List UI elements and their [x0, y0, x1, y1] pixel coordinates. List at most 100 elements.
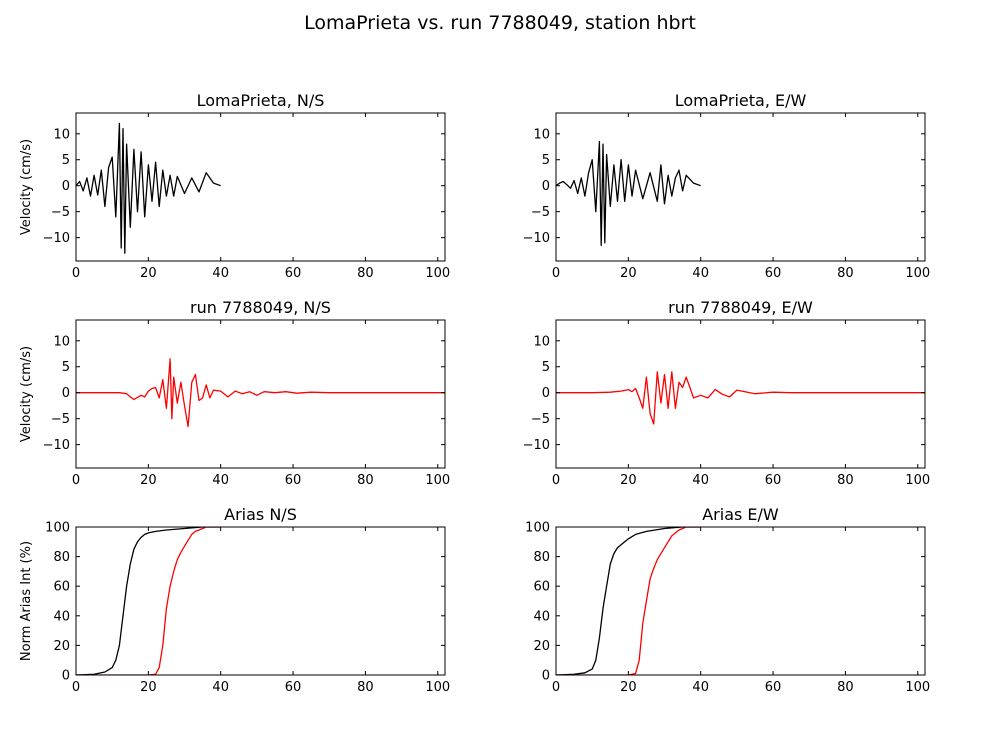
series-line-1 — [556, 140, 701, 247]
y-tick-label: 80 — [53, 550, 70, 565]
x-tick-label: 60 — [285, 680, 302, 695]
subplot-3: 0 20 40 60 80 100 −10 −5 0 5 10 run 7788049, N/S Vel… — [19, 298, 450, 488]
x-tick-label: 100 — [425, 266, 450, 281]
y-tick-label: 40 — [53, 609, 70, 624]
axes-frame — [75, 526, 446, 676]
x-tick-label: 20 — [140, 680, 157, 695]
x-tick-label: 40 — [212, 680, 229, 695]
x-tick-label: 100 — [905, 680, 930, 695]
axes-frame — [75, 319, 446, 469]
x-tick-label: 80 — [837, 266, 854, 281]
x-tick-label: 100 — [905, 473, 930, 488]
x-tick-label: 0 — [552, 473, 560, 488]
y-tick-label: 10 — [53, 334, 70, 349]
x-tick-label: 40 — [692, 266, 709, 281]
x-tick-label: 100 — [425, 680, 450, 695]
x-tick-label: 80 — [357, 680, 374, 695]
subplot-title: LomaPrieta, N/S — [197, 91, 325, 110]
x-tick-label: 40 — [212, 266, 229, 281]
subplot-title: LomaPrieta, E/W — [675, 91, 807, 110]
y-tick-label: 0 — [62, 179, 70, 194]
y-tick-label: −5 — [531, 412, 550, 427]
y-tick-label: 80 — [533, 550, 550, 565]
x-tick-label: 100 — [905, 266, 930, 281]
series-line-2 — [76, 527, 221, 675]
subplot-title: Arias N/S — [224, 505, 297, 524]
subplot-5: 0 20 40 60 80 100 0 20 40 60 80 100 Arias N/S Norm Ar… — [19, 505, 450, 695]
subplot-title: run 7788049, N/S — [190, 298, 331, 317]
figure-suptitle: LomaPrieta vs. run 7788049, station hbrt — [304, 12, 696, 34]
axes-frame — [555, 112, 926, 262]
y-axis-label: Velocity (cm/s) — [19, 346, 34, 442]
y-tick-label: 100 — [45, 521, 70, 536]
subplot-1: 0 20 40 60 80 100 −10 −5 0 5 10 LomaPrieta, N/S Velo… — [19, 91, 450, 281]
x-tick-label: 80 — [837, 680, 854, 695]
x-tick-label: 0 — [552, 680, 560, 695]
x-tick-label: 80 — [357, 266, 374, 281]
y-tick-label: −5 — [51, 205, 70, 220]
y-tick-label: 10 — [533, 127, 550, 142]
x-tick-label: 60 — [765, 473, 782, 488]
x-tick-label: 40 — [692, 473, 709, 488]
x-tick-label: 0 — [552, 266, 560, 281]
y-tick-label: −10 — [43, 231, 70, 246]
y-tick-label: 0 — [542, 386, 550, 401]
y-tick-label: −5 — [531, 205, 550, 220]
y-tick-label: −5 — [51, 412, 70, 427]
y-tick-label: 20 — [53, 639, 70, 654]
y-tick-label: 0 — [62, 386, 70, 401]
subplot-4: 0 20 40 60 80 100 −10 −5 0 5 10 run 7788049, E/W — [523, 298, 931, 488]
x-tick-label: 0 — [72, 473, 80, 488]
y-tick-label: 10 — [533, 334, 550, 349]
y-tick-label: 100 — [525, 521, 550, 536]
axes-frame — [75, 112, 446, 262]
x-tick-label: 40 — [212, 473, 229, 488]
y-tick-label: 40 — [533, 609, 550, 624]
x-tick-label: 80 — [837, 473, 854, 488]
x-tick-label: 0 — [72, 680, 80, 695]
series-line-1 — [76, 122, 221, 254]
x-tick-label: 60 — [765, 680, 782, 695]
y-tick-label: 5 — [542, 153, 550, 168]
series-line-1 — [76, 358, 445, 428]
x-tick-label: 40 — [692, 680, 709, 695]
x-tick-label: 20 — [620, 473, 637, 488]
subplot-title: Arias E/W — [702, 505, 779, 524]
x-tick-label: 100 — [425, 473, 450, 488]
subplot-2: 0 20 40 60 80 100 −10 −5 0 5 10 LomaPrieta, E/W — [523, 91, 931, 281]
series-line-1 — [556, 527, 701, 675]
y-tick-label: 5 — [62, 360, 70, 375]
x-tick-label: 20 — [620, 266, 637, 281]
x-tick-label: 60 — [765, 266, 782, 281]
x-tick-label: 20 — [140, 473, 157, 488]
x-tick-label: 60 — [285, 473, 302, 488]
y-tick-label: 10 — [53, 127, 70, 142]
x-tick-label: 60 — [285, 266, 302, 281]
x-tick-label: 0 — [72, 266, 80, 281]
y-tick-label: 5 — [542, 360, 550, 375]
y-tick-label: 60 — [53, 580, 70, 595]
y-tick-label: −10 — [43, 438, 70, 453]
subplot-6: 0 20 40 60 80 100 0 20 40 60 80 100 Arias E/W — [525, 505, 930, 695]
x-tick-label: 20 — [620, 680, 637, 695]
y-axis-label: Norm Arias Int (%) — [19, 541, 34, 661]
y-tick-label: 60 — [533, 580, 550, 595]
y-tick-label: 20 — [533, 639, 550, 654]
axes-frame — [555, 526, 926, 676]
y-tick-label: 0 — [542, 179, 550, 194]
axes-frame — [555, 319, 926, 469]
subplot-title: run 7788049, E/W — [668, 298, 813, 317]
y-axis-label: Velocity (cm/s) — [19, 139, 34, 235]
x-tick-label: 20 — [140, 266, 157, 281]
series-line-1 — [556, 371, 925, 425]
series-line-2 — [556, 527, 701, 675]
x-tick-label: 80 — [357, 473, 374, 488]
y-tick-label: 5 — [62, 153, 70, 168]
y-tick-label: 0 — [542, 669, 550, 684]
y-tick-label: −10 — [523, 438, 550, 453]
y-tick-label: −10 — [523, 231, 550, 246]
y-tick-label: 0 — [62, 669, 70, 684]
